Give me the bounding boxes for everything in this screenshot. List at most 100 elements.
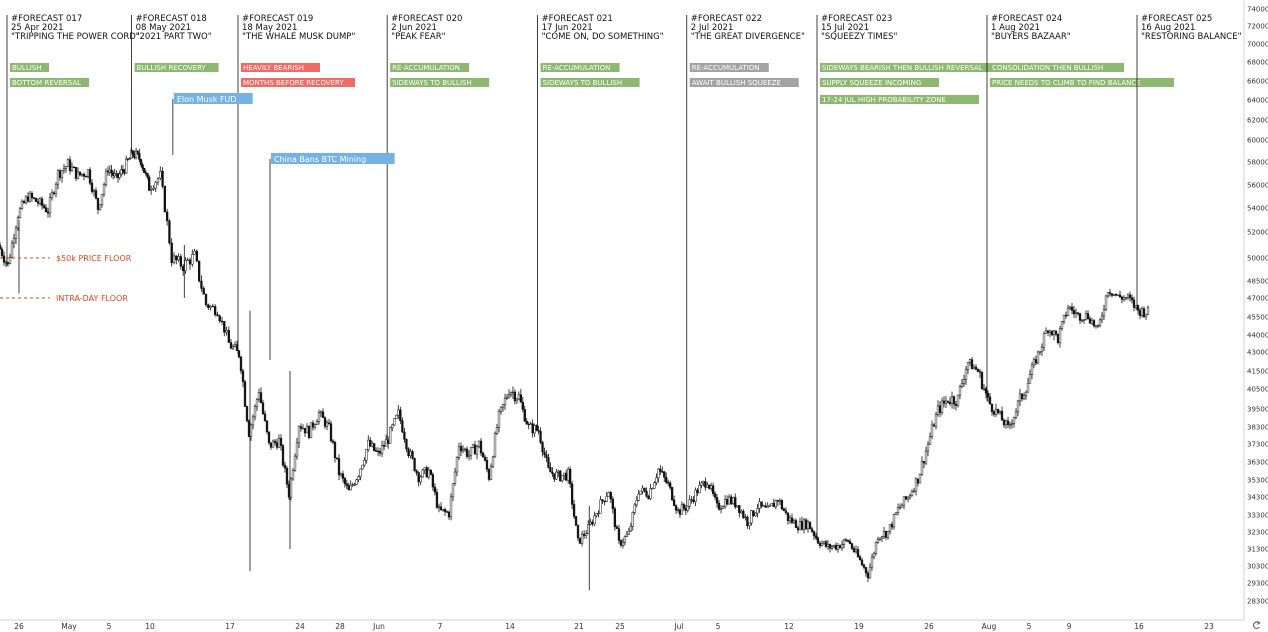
candle [423,467,426,475]
forecast-tag: MONTHS BEFORE RECOVERY [241,78,355,87]
candle-body [882,531,886,537]
candle-body [836,545,840,550]
candle [209,305,212,311]
time-tick-label: 5 [1027,622,1032,631]
candle-body [798,521,802,531]
candle [2,251,6,266]
candle [1018,388,1022,406]
candle [988,393,992,405]
candle [553,473,556,482]
candle [200,275,203,292]
candle-body [906,496,910,500]
candle-body [744,516,747,519]
candle-body [461,449,465,452]
candle [880,536,884,543]
candle-body [387,439,390,444]
candle-body [156,177,160,183]
candle-body [197,260,201,282]
candle [690,496,693,504]
candle-body [353,484,356,486]
price-tick-label: 72000 [1247,23,1268,31]
candle-body [555,471,558,480]
candle [539,427,542,445]
candle-body [76,171,80,179]
candle [72,166,76,169]
candle [836,543,840,553]
candle [225,326,228,336]
candle-body [790,517,794,523]
candle [469,447,473,460]
candle-body [202,288,205,295]
candle [345,479,348,490]
candle-body [295,442,299,457]
candle-body [303,427,307,434]
candle-body [910,491,914,496]
time-tick-label: 21 [574,622,584,631]
candle [1082,319,1086,324]
candle-body [954,403,958,406]
reset-arrow-head [1257,620,1261,625]
candle-body [772,503,775,508]
candle-body [78,171,82,176]
candle-body [1044,330,1048,334]
candle-body [255,399,259,407]
candle [376,447,380,456]
candle-body [682,504,686,509]
candle [992,409,996,417]
candle [411,449,414,460]
candle [495,423,499,436]
candle [378,447,382,457]
forecast-tag-text: RE-ACCUMULATION [392,64,460,72]
candle-body [850,543,854,549]
reset-arrow-icon[interactable] [1253,620,1261,629]
price-tick-label: 30300 [1247,563,1268,571]
event-bg [173,93,253,104]
candle-body [607,492,610,497]
time-tick-label: 24 [295,622,305,631]
price-tick-label: 74000 [1247,6,1268,14]
candle [303,427,307,437]
candle [980,370,984,391]
candle [277,434,281,448]
candle-body [365,449,368,461]
candle [1116,294,1120,296]
candle-body [495,427,499,434]
candle [128,156,131,160]
candle [950,391,954,409]
candle [299,423,303,432]
candle [922,460,926,469]
candle-body [896,507,900,513]
candle [384,434,388,447]
candle [868,563,872,579]
candle [459,442,463,456]
candle-body [918,473,922,484]
candle [968,358,972,366]
candle-body [349,484,352,491]
candle [100,193,104,208]
candle-body [1008,424,1012,426]
candle-body [976,369,980,372]
candle-body [1078,313,1082,321]
candle [38,197,42,206]
forecast-name: "PEAK FEAR" [391,32,445,42]
candle [725,495,729,506]
candle [852,546,856,554]
forecast-date: 2 Jun 2021 [391,23,437,33]
candle [233,341,237,348]
forecast-tag: SIDEWAYS TO BULLISH [390,78,490,87]
candle [864,566,868,577]
candle [1060,320,1064,331]
candle [94,187,98,200]
candle-body [816,537,820,544]
candle [808,521,812,530]
candle [708,484,711,490]
candle-body [152,187,155,190]
candle [136,150,139,156]
candle-body [477,440,481,447]
candle-body [565,472,568,481]
candle-body [972,366,976,370]
candle-body [307,425,311,438]
candle [267,431,271,445]
